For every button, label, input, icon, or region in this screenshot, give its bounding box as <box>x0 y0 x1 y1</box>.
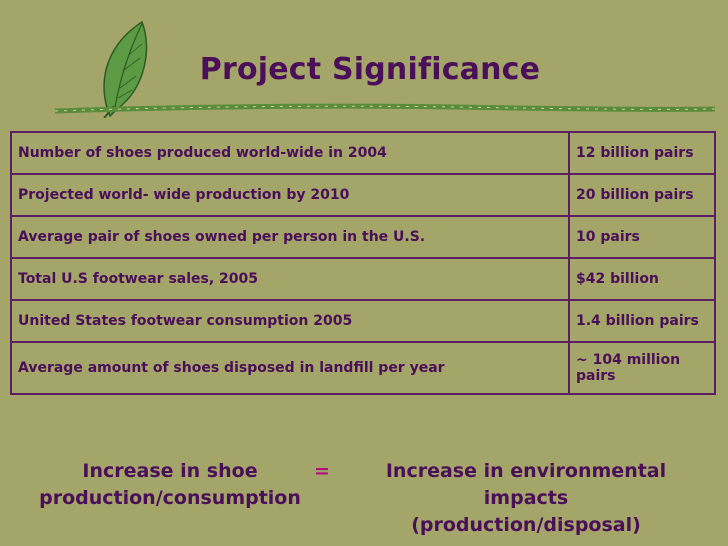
row-value: 1.4 billion pairs <box>568 299 716 343</box>
table-row: Number of shoes produced world-wide in 2… <box>10 131 716 175</box>
row-value: ~ 104 million pairs <box>568 341 716 395</box>
row-value: 10 pairs <box>568 215 716 259</box>
conclusion: Increase in shoe production/consumption … <box>0 458 728 536</box>
table-row: Average amount of shoes disposed in land… <box>10 341 716 395</box>
page-title: Project Significance <box>199 52 541 87</box>
row-label: Average pair of shoes owned per person i… <box>10 215 570 259</box>
row-value: 20 billion pairs <box>568 173 716 217</box>
row-label: United States footwear consumption 2005 <box>10 299 570 343</box>
table-row: Average pair of shoes owned per person i… <box>10 215 716 259</box>
row-label: Total U.S footwear sales, 2005 <box>10 257 570 301</box>
table-row: United States footwear consumption 2005 … <box>10 299 716 343</box>
row-value: 12 billion pairs <box>568 131 716 175</box>
row-label: Projected world- wide production by 2010 <box>10 173 570 217</box>
conclusion-right-line2: impacts (production/disposal) <box>411 487 641 536</box>
conclusion-left-line1: Increase in shoe <box>82 460 258 482</box>
equals-sign: = <box>314 460 330 482</box>
row-label: Number of shoes produced world-wide in 2… <box>10 131 570 175</box>
row-label: Average amount of shoes disposed in land… <box>10 341 570 395</box>
conclusion-right-line1: Increase in environmental <box>385 460 667 482</box>
row-value: $42 billion <box>568 257 716 301</box>
table-row: Total U.S footwear sales, 2005 $42 billi… <box>10 257 716 301</box>
conclusion-left: Increase in shoe production/consumption <box>30 458 310 512</box>
table-row: Projected world- wide production by 2010… <box>10 173 716 217</box>
conclusion-right: Increase in environmental impacts (produ… <box>370 458 682 539</box>
facts-table: Number of shoes produced world-wide in 2… <box>10 131 716 395</box>
conclusion-left-line2: production/consumption <box>39 487 301 509</box>
stem-divider <box>55 103 715 114</box>
